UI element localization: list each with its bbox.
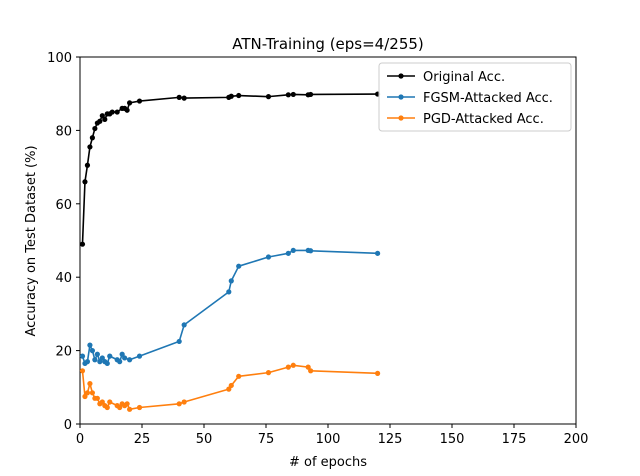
x-tick-label: 200 bbox=[564, 432, 589, 447]
legend-label-original-acc: Original Acc. bbox=[423, 70, 505, 85]
plot-area: 0 25 50 75 100 125 150 175 200 0 20 40 60 80 100 bbox=[47, 51, 588, 447]
legend-label-pgd-attacked-acc: PGD-Attacked Acc. bbox=[423, 112, 544, 127]
data-point-fgsm-attacked-acc bbox=[228, 278, 234, 284]
data-point-pgd-attacked-acc bbox=[94, 395, 100, 401]
data-point-original-acc bbox=[109, 109, 115, 115]
data-point-fgsm-attacked-acc bbox=[136, 353, 143, 359]
data-point-original-acc bbox=[89, 135, 95, 141]
data-point-pgd-attacked-acc bbox=[375, 370, 381, 376]
data-point-pgd-attacked-acc bbox=[236, 373, 242, 379]
data-point-fgsm-attacked-acc bbox=[375, 250, 381, 256]
data-point-pgd-attacked-acc bbox=[290, 362, 296, 368]
y-tick-label: 80 bbox=[55, 124, 72, 139]
x-tick-label: 125 bbox=[378, 432, 403, 447]
x-tick-label: 0 bbox=[76, 432, 84, 447]
legend-frame bbox=[378, 62, 572, 132]
data-point-fgsm-attacked-acc bbox=[84, 359, 91, 365]
x-tick-label: 150 bbox=[440, 432, 465, 447]
data-point-fgsm-attacked-acc bbox=[122, 355, 128, 361]
data-point-original-acc bbox=[290, 91, 296, 98]
data-point-original-acc bbox=[127, 100, 133, 106]
data-point-fgsm-attacked-acc bbox=[99, 355, 105, 361]
data-point-original-acc bbox=[79, 241, 86, 247]
data-point-pgd-attacked-acc bbox=[107, 399, 113, 405]
legend-label-fgsm-attacked-acc: FGSM-Attacked Acc. bbox=[423, 91, 553, 106]
data-point-pgd-attacked-acc bbox=[181, 399, 187, 405]
data-point-pgd-attacked-acc bbox=[87, 381, 93, 387]
data-point-original-acc bbox=[181, 95, 187, 101]
data-point-pgd-attacked-acc bbox=[228, 382, 234, 389]
data-point-original-acc bbox=[102, 116, 108, 122]
data-point-pgd-attacked-acc bbox=[226, 386, 232, 392]
data-point-pgd-attacked-acc bbox=[104, 404, 110, 411]
data-point-original-acc bbox=[82, 179, 88, 185]
data-point-fgsm-attacked-acc bbox=[119, 351, 125, 357]
chart-title: ATN-Training (eps=4/255) bbox=[232, 35, 424, 53]
data-point-pgd-attacked-acc bbox=[124, 401, 130, 407]
data-point-pgd-attacked-acc bbox=[89, 390, 95, 396]
data-point-original-acc bbox=[265, 94, 272, 100]
data-point-fgsm-attacked-acc bbox=[308, 248, 314, 254]
data-point-pgd-attacked-acc bbox=[117, 404, 123, 411]
data-point-original-acc bbox=[176, 94, 182, 100]
y-tick-label: 20 bbox=[55, 345, 72, 360]
x-tick-label: 50 bbox=[196, 432, 213, 447]
data-point-original-acc bbox=[236, 92, 242, 99]
data-point-fgsm-attacked-acc bbox=[104, 360, 110, 367]
y-tick-label: 60 bbox=[55, 198, 72, 213]
legend-marker-pgd-attacked-acc bbox=[398, 115, 404, 121]
data-point-fgsm-attacked-acc bbox=[127, 357, 133, 363]
data-point-fgsm-attacked-acc bbox=[176, 338, 182, 345]
data-point-pgd-attacked-acc bbox=[99, 399, 105, 405]
data-point-original-acc bbox=[97, 118, 103, 124]
data-point-pgd-attacked-acc bbox=[265, 370, 272, 376]
data-point-pgd-attacked-acc bbox=[82, 393, 88, 400]
data-point-fgsm-attacked-acc bbox=[97, 359, 103, 365]
data-point-pgd-attacked-acc bbox=[305, 364, 311, 370]
data-point-pgd-attacked-acc bbox=[79, 368, 86, 374]
data-point-fgsm-attacked-acc bbox=[87, 342, 93, 348]
data-point-original-acc bbox=[99, 113, 105, 119]
data-point-original-acc bbox=[285, 92, 291, 98]
data-point-original-acc bbox=[308, 91, 314, 98]
data-point-fgsm-attacked-acc bbox=[92, 357, 98, 363]
y-tick-label: 0 bbox=[64, 418, 72, 433]
data-point-fgsm-attacked-acc bbox=[290, 247, 296, 254]
data-point-fgsm-attacked-acc bbox=[181, 322, 187, 328]
data-point-fgsm-attacked-acc bbox=[236, 263, 242, 269]
data-point-original-acc bbox=[114, 109, 120, 115]
data-point-pgd-attacked-acc bbox=[84, 390, 91, 396]
legend: Original Acc. FGSM-Attacked Acc. PGD-Attac… bbox=[378, 62, 572, 132]
data-point-fgsm-attacked-acc bbox=[226, 289, 232, 295]
data-point-fgsm-attacked-acc bbox=[79, 353, 86, 359]
data-point-original-acc bbox=[84, 162, 91, 168]
x-tick-label: 75 bbox=[258, 432, 275, 447]
data-point-original-acc bbox=[124, 107, 130, 113]
data-point-original-acc bbox=[92, 125, 98, 132]
data-point-fgsm-attacked-acc bbox=[285, 250, 291, 256]
data-point-pgd-attacked-acc bbox=[136, 404, 143, 411]
legend-marker-fgsm-attacked-acc bbox=[398, 94, 404, 100]
y-axis-label: Accuracy on Test Dataset (%) bbox=[24, 145, 39, 336]
x-tick-label: 25 bbox=[134, 432, 151, 447]
x-axis-label: # of epochs bbox=[289, 455, 367, 470]
x-tick-label: 100 bbox=[316, 432, 341, 447]
y-tick-label: 100 bbox=[47, 51, 72, 66]
data-point-pgd-attacked-acc bbox=[127, 406, 133, 412]
x-tick-label: 175 bbox=[502, 432, 527, 447]
data-point-pgd-attacked-acc bbox=[308, 368, 314, 374]
data-point-fgsm-attacked-acc bbox=[89, 348, 95, 354]
data-point-fgsm-attacked-acc bbox=[265, 254, 272, 260]
data-point-fgsm-attacked-acc bbox=[107, 353, 113, 359]
y-tick-label: 40 bbox=[55, 271, 72, 286]
data-point-original-acc bbox=[228, 93, 234, 99]
data-point-pgd-attacked-acc bbox=[285, 364, 291, 370]
legend-marker-original-acc bbox=[398, 73, 404, 79]
data-point-pgd-attacked-acc bbox=[176, 401, 182, 407]
data-point-original-acc bbox=[87, 144, 93, 150]
data-point-original-acc bbox=[136, 98, 143, 104]
data-point-fgsm-attacked-acc bbox=[117, 359, 123, 365]
data-point-fgsm-attacked-acc bbox=[94, 351, 100, 357]
